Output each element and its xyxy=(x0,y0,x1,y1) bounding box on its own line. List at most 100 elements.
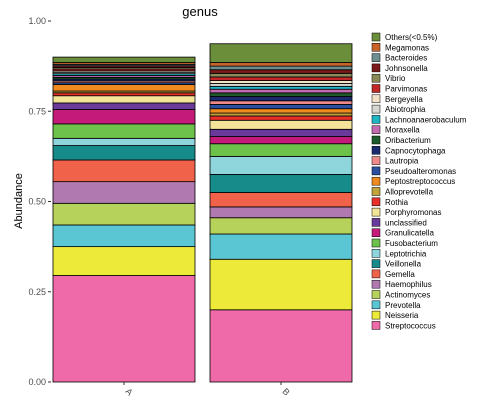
bar-segment xyxy=(209,100,353,105)
legend-swatch xyxy=(371,115,381,124)
legend-label: Lautropia xyxy=(385,157,419,166)
bar-segment xyxy=(209,83,353,87)
bar-segment xyxy=(209,62,353,67)
legend-swatch xyxy=(371,43,381,52)
y-tick-label: 0.00 xyxy=(28,377,46,387)
bar-segment xyxy=(52,159,196,183)
legend-swatch xyxy=(371,73,381,83)
bar-segment xyxy=(209,258,353,311)
legend-swatch xyxy=(371,104,381,114)
legend-label: Moraxella xyxy=(385,126,420,135)
bar-segment xyxy=(52,92,196,97)
bar-segment xyxy=(209,85,353,90)
bar-segment xyxy=(209,43,353,63)
legend-swatch xyxy=(371,63,381,73)
legend-swatch xyxy=(371,249,381,258)
legend-swatch xyxy=(371,53,381,62)
bar-segment xyxy=(52,109,196,125)
legend-swatch xyxy=(371,166,381,176)
bar-segment xyxy=(209,92,353,97)
legend-label: unclassified xyxy=(385,218,427,227)
bar-segment xyxy=(52,56,196,63)
legend-swatch xyxy=(371,135,381,145)
legend-label: Veillonella xyxy=(385,260,422,269)
legend: Others(<0.5%)Megamonas BacteroidesJohnson… xyxy=(371,32,467,330)
legend-swatch xyxy=(371,187,381,196)
bar-segment xyxy=(209,108,353,114)
legend-swatch xyxy=(371,207,381,217)
y-tick-label: 0.25 xyxy=(28,287,46,297)
legend-label: Bergeyella xyxy=(385,95,423,104)
bar-segment xyxy=(52,84,196,92)
legend-swatch xyxy=(371,321,381,330)
bar-segment xyxy=(52,145,196,161)
legend-swatch xyxy=(371,279,381,289)
bar-segment xyxy=(209,155,353,175)
legend-swatch xyxy=(371,146,381,155)
legend-label: Haemophilus xyxy=(385,280,432,289)
legend-label: Johnsonella xyxy=(385,64,428,73)
bar-segment xyxy=(209,233,353,260)
bar-segment xyxy=(209,69,353,74)
legend-swatch xyxy=(371,218,381,227)
bar-segment xyxy=(209,65,353,71)
legend-label: Peptostreptococcus xyxy=(385,177,455,186)
legend-swatch xyxy=(371,269,381,279)
bar-segment xyxy=(209,309,353,383)
legend-label: Fusobacterium xyxy=(385,239,438,248)
legend-label: Prevotella xyxy=(385,301,421,310)
y-tick-label: 1.00 xyxy=(28,16,46,26)
bar-segment xyxy=(209,206,353,219)
legend-label: Abiotrophia xyxy=(385,105,426,114)
legend-label: Vibrio xyxy=(385,74,406,83)
legend-swatch xyxy=(371,94,381,104)
legend-swatch xyxy=(371,176,381,186)
bar-segment xyxy=(209,76,353,81)
legend-label: Megamonas xyxy=(385,43,429,52)
bar-segment xyxy=(209,143,353,157)
legend-label: Lachnoanaerobaculum xyxy=(385,115,467,124)
legend-label: Porphyromonas xyxy=(385,208,441,217)
bar-segment xyxy=(52,102,196,110)
legend-swatch xyxy=(371,125,381,134)
bar-segment xyxy=(209,103,353,110)
legend-label: Gemella xyxy=(385,270,415,279)
legend-label: Parvimonas xyxy=(385,85,427,94)
bar-segment xyxy=(209,136,353,145)
legend-swatch xyxy=(371,228,381,237)
legend-label: Rothia xyxy=(385,198,409,207)
bar-segment xyxy=(209,174,353,193)
legend-label: Oribacterium xyxy=(385,136,431,145)
legend-swatch xyxy=(371,300,381,310)
x-tick-label: B xyxy=(280,386,291,397)
bar-segment xyxy=(209,88,353,94)
bar-segment xyxy=(52,275,196,383)
bar-segment xyxy=(209,119,353,130)
legend-swatch xyxy=(371,290,381,299)
legend-swatch xyxy=(371,310,381,320)
bar-segment xyxy=(209,115,353,121)
legend-label: Neisseria xyxy=(385,311,419,320)
legend-label: Pseudoalteromonas xyxy=(385,167,456,176)
legend-label: Bacteroides xyxy=(385,54,427,63)
y-axis-title: Abundance xyxy=(13,173,25,229)
y-tick-label: 0.50 xyxy=(28,197,46,207)
legend-swatch xyxy=(371,156,381,165)
legend-label: Capnocytophaga xyxy=(385,146,446,155)
legend-label: Leptotrichia xyxy=(385,249,427,258)
bar-segment xyxy=(209,72,353,78)
bar-segment xyxy=(209,96,353,102)
legend-label: Granulicatella xyxy=(385,229,434,238)
bar-segment xyxy=(209,112,353,117)
legend-label: Others(<0.5%) xyxy=(385,33,438,42)
bar-segment xyxy=(52,224,196,248)
x-tick-label: A xyxy=(123,386,134,397)
bar-segment xyxy=(52,95,196,104)
bar-segment xyxy=(52,202,196,226)
chart-title: genus xyxy=(182,4,218,19)
bar-segment xyxy=(209,80,353,84)
legend-label: Alloprevotella xyxy=(385,188,434,197)
legend-swatch xyxy=(371,259,381,268)
